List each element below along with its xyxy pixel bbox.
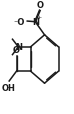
Text: O: O bbox=[37, 1, 44, 10]
Text: N: N bbox=[16, 43, 23, 51]
Text: +: + bbox=[37, 15, 42, 20]
Text: O: O bbox=[13, 46, 20, 55]
Text: N: N bbox=[32, 17, 39, 26]
Text: ⁻O: ⁻O bbox=[14, 17, 25, 26]
Text: OH: OH bbox=[2, 83, 16, 92]
